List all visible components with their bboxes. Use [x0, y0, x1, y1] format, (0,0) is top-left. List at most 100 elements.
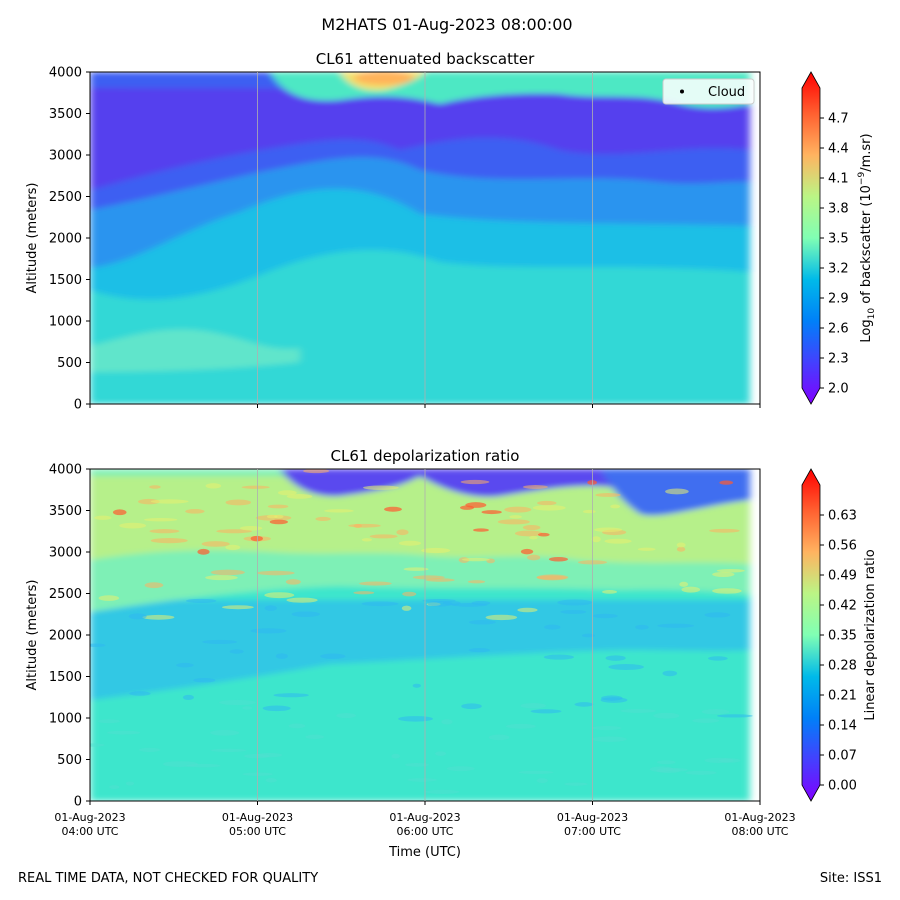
x-tick-label-date: 01-Aug-2023 [389, 811, 460, 824]
backscatter-colorbar-label: Log10 of backscatter (10−9/m.sr) [857, 133, 877, 342]
depol-streak [591, 536, 601, 543]
depol-streak [90, 743, 105, 747]
colorbar-tick-label: 0.35 [828, 629, 857, 644]
depol-streak [256, 570, 295, 576]
y-tick-label: 0 [74, 398, 82, 413]
y-tick-label: 2000 [49, 232, 82, 247]
depol-streak [681, 586, 701, 593]
depol-streak [176, 662, 194, 668]
depolarization-y-axis: 0 500 1000 1500 2000 2500 3000 3500 4000 [49, 463, 90, 810]
depol-streak [202, 639, 238, 645]
depolarization-panel: CL61 depolarization ratio 0 500 1000 1500 20… [25, 447, 878, 860]
depol-streak [225, 544, 241, 551]
depol-streak [241, 485, 270, 489]
depol-streak [560, 609, 587, 614]
depol-streak [197, 548, 210, 555]
backscatter-x-axis [89, 404, 761, 408]
depol-streak [662, 670, 678, 677]
y-tick-label: 3500 [49, 504, 82, 519]
depol-streak [527, 554, 541, 561]
depol-streak [112, 509, 127, 516]
depol-streak [653, 712, 680, 719]
depol-streak [637, 547, 656, 551]
backscatter-y-axis: 0 500 1000 1500 2000 2500 3000 3500 4000 [49, 66, 90, 413]
depol-streak [473, 528, 489, 532]
depol-streak [485, 614, 518, 621]
depol-streak [229, 649, 244, 654]
depol-streak [361, 538, 373, 542]
depol-streak [193, 677, 216, 683]
depol-streak [701, 709, 730, 715]
colorbar-tick-label: 2.9 [828, 292, 849, 307]
depol-streak [269, 519, 288, 525]
depol-streak [520, 703, 547, 709]
depol-streak [709, 528, 740, 533]
depol-banded-layer [90, 600, 750, 700]
depol-streak [361, 601, 399, 607]
depol-streak [359, 581, 392, 586]
x-tick-label-time: 04:00 UTC [61, 825, 118, 838]
depol-streak [564, 782, 588, 786]
depol-streak [537, 500, 557, 506]
depol-streak [275, 653, 288, 659]
depol-streak [536, 574, 569, 581]
legend-frame [662, 78, 755, 105]
depol-streak [143, 517, 178, 522]
depol-streak [716, 714, 753, 718]
depol-streak [149, 485, 161, 489]
backscatter-title: CL61 attenuated backscatter [316, 50, 535, 68]
depol-streak [107, 730, 141, 735]
depol-streak [434, 751, 447, 756]
footer-right: Site: ISS1 [820, 871, 882, 886]
depol-streak [286, 597, 318, 603]
backscatter-colorbar-ticks: 2.0 2.3 2.6 2.9 3.2 3.5 3.8 4.1 4.4 4.7 [820, 112, 849, 397]
depolarization-colorbar-bar [801, 468, 821, 802]
depol-streak [517, 607, 538, 613]
depol-streak [656, 760, 676, 765]
colorbar-tick-label: 2.0 [828, 382, 849, 397]
depol-streak [315, 516, 331, 521]
depol-streak [591, 736, 627, 742]
depol-streak [467, 580, 486, 584]
depol-streak [610, 504, 621, 509]
depol-streak [266, 514, 278, 519]
depol-streak [262, 705, 291, 712]
depol-streak [592, 613, 618, 619]
depol-streak [324, 509, 354, 513]
depol-streak [522, 524, 541, 531]
depol-streak [582, 509, 596, 514]
footer-left: REAL TIME DATA, NOT CHECKED FOR QUALITY [18, 871, 318, 886]
y-tick-label: 3000 [49, 546, 82, 561]
depol-streak [403, 567, 429, 571]
depol-streak [595, 493, 621, 497]
depol-streak [398, 716, 433, 722]
depol-streak [441, 719, 453, 725]
depol-streak [109, 785, 120, 790]
depol-streak [250, 535, 263, 542]
depol-streak [522, 485, 548, 489]
y-tick-label: 2500 [49, 587, 82, 602]
colorbar-tick-label: 0.00 [828, 779, 857, 794]
colorbar-tick-label: 2.6 [828, 322, 849, 337]
depolarization-x-label: Time (UTC) [388, 845, 461, 860]
depol-streak [150, 499, 189, 504]
depol-streak [461, 557, 490, 562]
depol-streak [481, 510, 502, 515]
colorbar-tick-label: 0.63 [828, 509, 857, 524]
y-tick-label: 1500 [49, 670, 82, 685]
depol-streak [250, 628, 287, 634]
x-tick-label-date: 01-Aug-2023 [724, 811, 795, 824]
legend-cloud-label: Cloud [708, 85, 745, 100]
colorbar-tick-label: 0.49 [828, 569, 857, 584]
depol-streak [676, 542, 686, 548]
depol-streak [210, 748, 247, 753]
y-tick-label: 4000 [49, 66, 82, 81]
colorbar-tick-label: 0.42 [828, 599, 857, 614]
depol-streak [305, 734, 325, 740]
depol-streak [142, 614, 175, 620]
depol-streak [591, 725, 622, 731]
x-tick-label-time: 06:00 UTC [396, 825, 453, 838]
depol-streak [320, 653, 346, 659]
depol-streak [216, 529, 252, 534]
depol-streak [497, 519, 530, 525]
